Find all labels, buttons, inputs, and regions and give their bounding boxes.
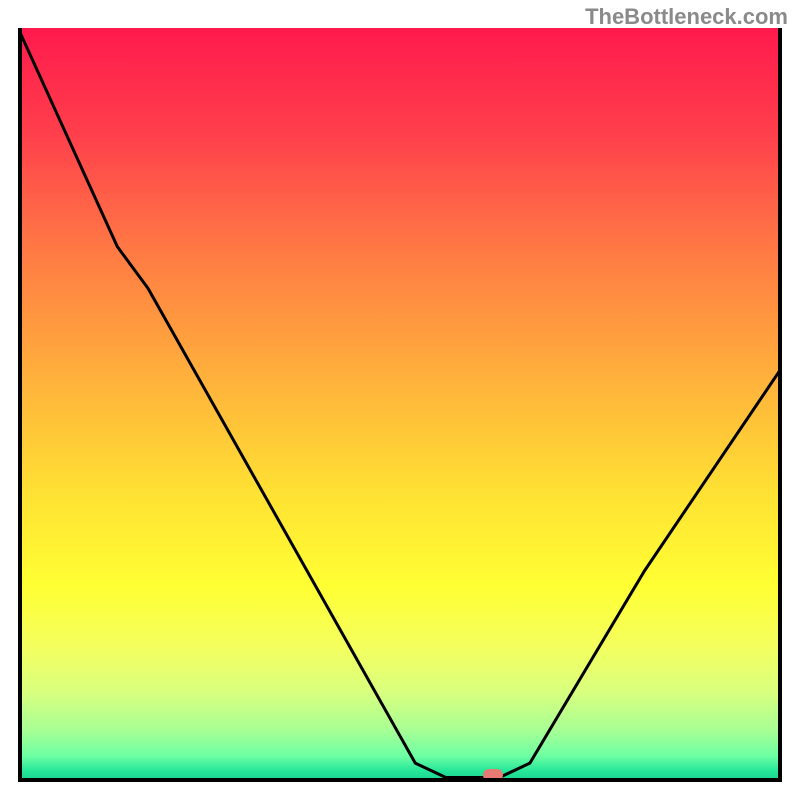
watermark-text: TheBottleneck.com xyxy=(585,4,788,30)
plot-border-bottom xyxy=(18,778,782,782)
chart-curve-layer xyxy=(18,28,782,782)
bottleneck-curve xyxy=(18,28,782,777)
plot-border-left xyxy=(18,28,22,782)
plot-border-right xyxy=(778,28,782,782)
bottleneck-chart xyxy=(18,28,782,782)
